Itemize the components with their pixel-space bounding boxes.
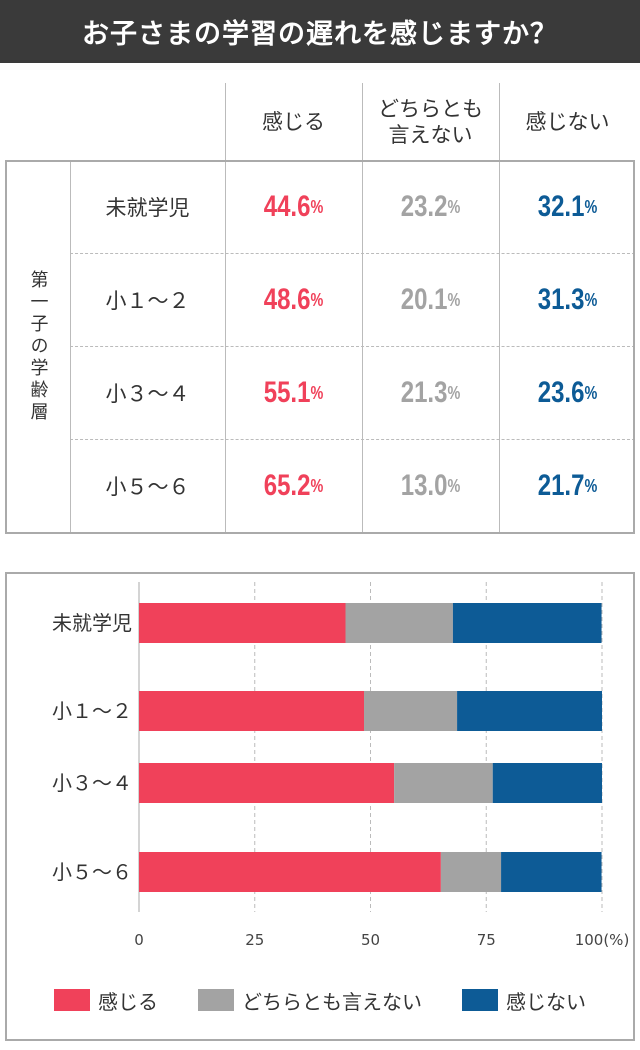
- table-cell-neutral: 13.0%: [400, 469, 461, 502]
- x-tick-label: 100(%): [575, 931, 630, 949]
- chart-frame: [5, 572, 635, 1041]
- column-header-not-feel: 感じない: [525, 109, 610, 134]
- bar-segment: [345, 603, 453, 643]
- bar-segment: [492, 763, 602, 803]
- table-cell-neutral: 21.3%: [400, 376, 461, 409]
- side-divider: [70, 160, 71, 534]
- table-cell-neutral: 23.2%: [400, 190, 461, 223]
- column-divider: [225, 83, 226, 534]
- table-cell-feel: 48.6%: [263, 283, 324, 316]
- legend-label-not-feel: 感じない: [506, 989, 586, 1014]
- table-cell-feel: 44.6%: [263, 190, 324, 223]
- table-cell-feel: 65.2%: [263, 469, 324, 502]
- table-row-label: 小５～６: [105, 475, 190, 499]
- table-cell-feel: 55.1%: [263, 376, 324, 409]
- category-label: 未就学児: [52, 611, 132, 635]
- table-cell-not-feel: 23.6%: [537, 376, 598, 409]
- column-header-feel: 感じる: [262, 109, 325, 134]
- table-row-label: 小１～２: [105, 289, 190, 313]
- bar-segment: [394, 763, 493, 803]
- side-label-text: 第一子の学齢層: [27, 270, 49, 424]
- column-divider: [362, 83, 363, 534]
- bar-segment: [139, 852, 441, 892]
- legend-swatch-neutral: [198, 989, 234, 1011]
- side-label: 第一子の学齢層: [5, 160, 70, 534]
- legend-label-neutral: どちらとも言えない: [242, 989, 422, 1014]
- row-divider: [70, 253, 635, 254]
- result-table: 感じる どちらとも 言えない 感じない 第一子の学齢層 未就学児 44.6% 23.…: [0, 63, 640, 538]
- table-cell-not-feel: 32.1%: [537, 190, 598, 223]
- table-row-label: 小３～４: [105, 382, 190, 406]
- table-frame: [5, 160, 635, 534]
- x-tick-label: 75: [477, 931, 496, 949]
- row-divider: [70, 439, 635, 440]
- chart-legend: 感じる どちらとも言えない 感じない: [0, 982, 640, 1018]
- page-title: お子さまの学習の遅れを感じますか？: [82, 19, 558, 50]
- bar-segment: [440, 852, 502, 892]
- x-tick-label: 50: [361, 931, 380, 949]
- table-cell-neutral: 20.1%: [400, 283, 461, 316]
- bar-segment: [452, 603, 602, 643]
- table-cell-not-feel: 21.7%: [537, 469, 598, 502]
- column-header-neutral: どちらとも 言えない: [378, 96, 483, 147]
- page-header: お子さまの学習の遅れを感じますか？: [0, 0, 640, 63]
- bar-segment: [139, 691, 365, 731]
- bar-segment: [457, 691, 602, 731]
- bar-segment: [139, 763, 395, 803]
- bar-segment: [139, 603, 346, 643]
- legend-item-feel: 感じる: [54, 986, 158, 1015]
- legend-item-neutral: どちらとも言えない: [198, 986, 422, 1015]
- category-label: 小３～４: [52, 771, 132, 795]
- bar-segment: [501, 852, 602, 892]
- category-label: 小１～２: [52, 699, 132, 723]
- row-divider: [70, 346, 635, 347]
- column-divider: [499, 83, 500, 534]
- legend-swatch-feel: [54, 989, 90, 1011]
- bar-segment: [364, 691, 458, 731]
- legend-item-not-feel: 感じない: [462, 986, 586, 1015]
- category-label: 小５～６: [52, 860, 132, 884]
- legend-swatch-not-feel: [462, 989, 498, 1011]
- x-tick-label: 0: [134, 931, 144, 949]
- x-tick-label: 25: [245, 931, 264, 949]
- table-row-label: 未就学児: [105, 196, 190, 220]
- legend-label-feel: 感じる: [98, 989, 158, 1014]
- table-cell-not-feel: 31.3%: [537, 283, 598, 316]
